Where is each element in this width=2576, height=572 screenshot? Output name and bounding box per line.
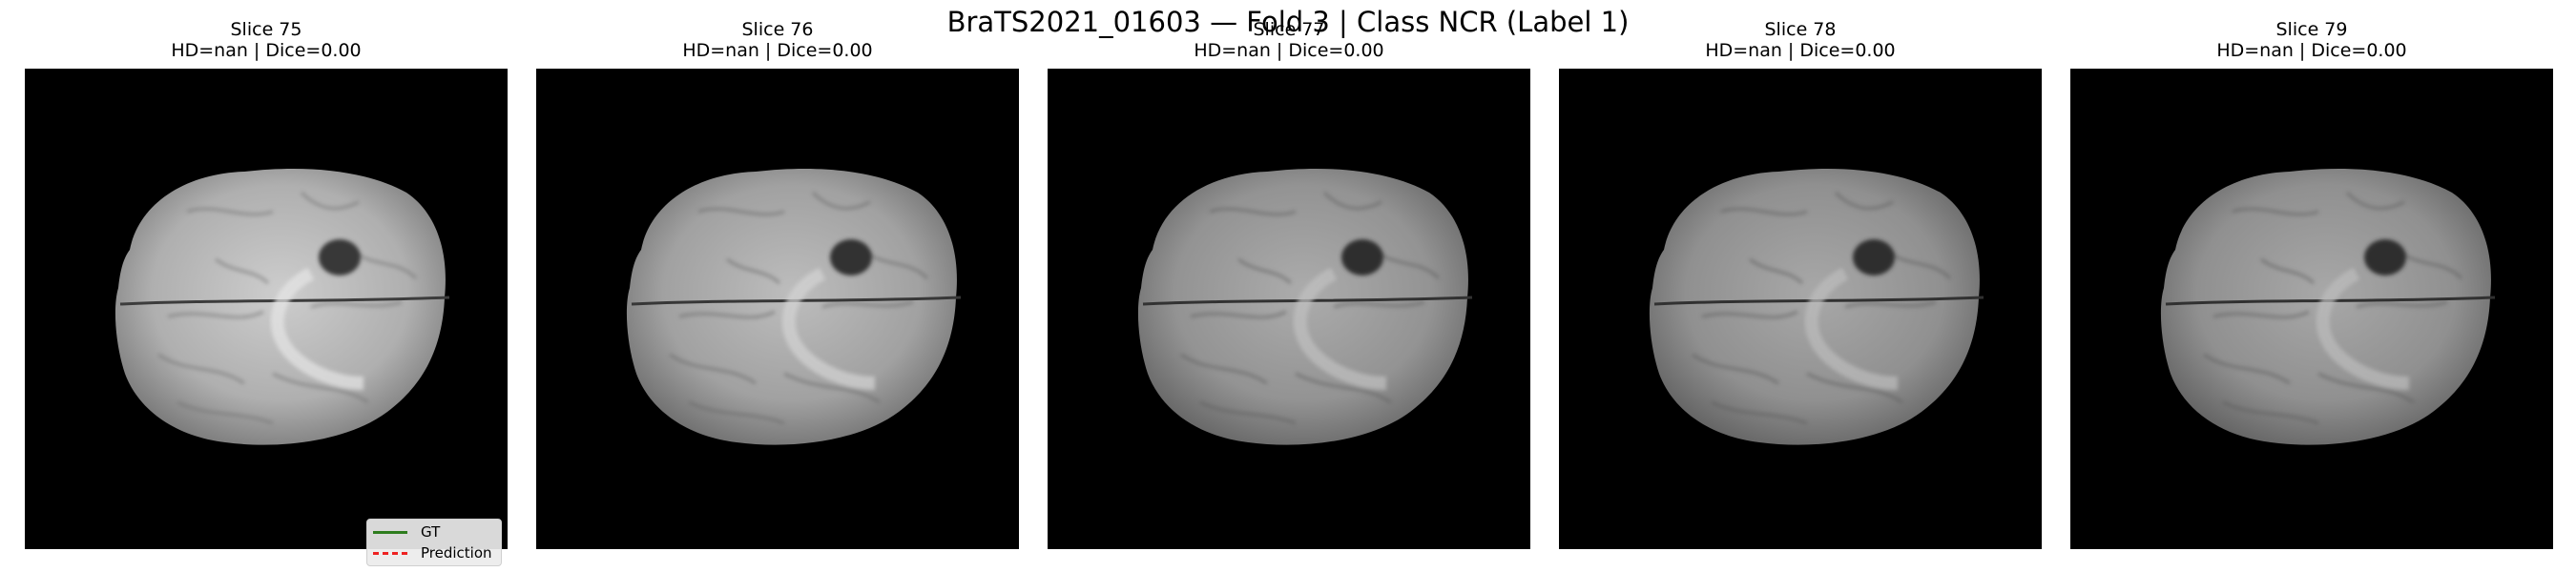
prediction-line-swatch bbox=[373, 551, 407, 555]
panel-slice-75: Slice 75 HD=nan | Dice=0.00 GT Prediction bbox=[25, 0, 508, 572]
panel-title-slice: Slice 76 bbox=[741, 19, 814, 40]
legend-label-prediction: Prediction bbox=[421, 544, 492, 562]
panel-title-metrics: HD=nan | Dice=0.00 bbox=[682, 40, 873, 61]
panel-title-metrics: HD=nan | Dice=0.00 bbox=[1705, 40, 1896, 61]
lesion bbox=[2364, 239, 2406, 276]
brain-slice-drawing bbox=[114, 168, 450, 445]
mri-slice-image bbox=[1559, 69, 2042, 549]
mri-slice-image bbox=[536, 69, 1019, 549]
lesion bbox=[319, 239, 361, 276]
panel-title-metrics: HD=nan | Dice=0.00 bbox=[1194, 40, 1384, 61]
panel-title-slice: Slice 79 bbox=[2275, 19, 2348, 40]
legend-label-gt: GT bbox=[421, 523, 441, 541]
panel-slice-78: Slice 78 HD=nan | Dice=0.00 bbox=[1559, 0, 2042, 572]
panel-title-slice: Slice 78 bbox=[1764, 19, 1837, 40]
gt-line-swatch bbox=[373, 530, 407, 534]
mri-slice-image bbox=[2070, 69, 2553, 549]
brain-slice-drawing bbox=[1137, 168, 1473, 445]
panel-slice-77: Slice 77 HD=nan | Dice=0.00 bbox=[1048, 0, 1530, 572]
panel-title-slice: Slice 77 bbox=[1253, 19, 1325, 40]
panel-title-metrics: HD=nan | Dice=0.00 bbox=[171, 40, 362, 61]
brain-slice-drawing bbox=[626, 168, 962, 445]
legend-entry-gt: GT bbox=[373, 522, 440, 541]
lesion bbox=[830, 239, 872, 276]
legend-entry-prediction: Prediction bbox=[373, 543, 492, 562]
brain-slice-drawing bbox=[2160, 168, 2496, 445]
panel-title-metrics: HD=nan | Dice=0.00 bbox=[2216, 40, 2407, 61]
mri-slice-image bbox=[25, 69, 508, 549]
figure-suptitle: BraTS2021_01603 — Fold 3 | Class NCR (La… bbox=[946, 6, 1630, 38]
lesion bbox=[1853, 239, 1895, 276]
legend: GT Prediction bbox=[366, 519, 502, 566]
lesion bbox=[1341, 239, 1383, 276]
panel-title-slice: Slice 75 bbox=[230, 19, 302, 40]
panel-slice-79: Slice 79 HD=nan | Dice=0.00 bbox=[2070, 0, 2553, 572]
panel-slice-76: Slice 76 HD=nan | Dice=0.00 bbox=[536, 0, 1019, 572]
mri-slice-image bbox=[1048, 69, 1530, 549]
brain-slice-drawing bbox=[1649, 168, 1984, 445]
